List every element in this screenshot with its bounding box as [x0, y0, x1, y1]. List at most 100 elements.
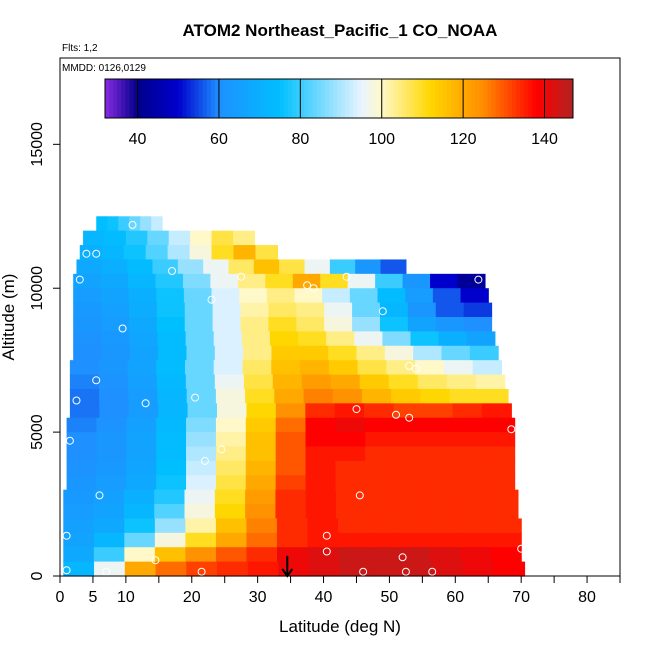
- colorbar-segment: [357, 79, 362, 118]
- flights-label: Flts: 1,2: [62, 43, 98, 54]
- colorbar-segment: [528, 79, 533, 118]
- curtain-cell: [275, 403, 306, 419]
- curtain-cell: [123, 504, 155, 520]
- curtain-cell: [364, 403, 395, 419]
- colorbar-segment: [373, 79, 379, 118]
- curtain-cell: [99, 403, 130, 419]
- curtain-cell: [243, 345, 273, 361]
- curtain-cell: [247, 561, 280, 577]
- curtain-cell: [469, 345, 499, 361]
- colorbar-segment: [194, 79, 200, 118]
- curtain-cell: [154, 504, 186, 520]
- colorbar-segment: [105, 79, 110, 118]
- colorbar-segment: [568, 79, 574, 118]
- curtain-cell: [186, 460, 217, 476]
- sample-point: [118, 324, 127, 333]
- curtain-cell: [424, 432, 456, 448]
- colorbar-segment: [109, 79, 114, 118]
- curtain-cell: [361, 388, 392, 404]
- curtain-cell: [246, 518, 278, 534]
- curtain-cell: [76, 259, 103, 275]
- curtain-cell: [365, 446, 396, 462]
- curtain-cell: [269, 331, 299, 347]
- sample-point: [237, 272, 246, 281]
- sample-point: [342, 272, 351, 281]
- curtain-cell: [96, 216, 108, 232]
- curtain-cell: [66, 446, 98, 462]
- curtain-cell: [300, 360, 330, 376]
- curtain-cell: [157, 388, 188, 404]
- curtain-cell: [449, 388, 480, 404]
- curtain-cell: [233, 245, 257, 261]
- curtain-cell: [124, 561, 157, 577]
- curtain-cell: [441, 345, 471, 361]
- curtain-cell: [272, 374, 303, 390]
- curtain-cell: [211, 288, 240, 304]
- colorbar-segment: [516, 79, 521, 118]
- curtain-cell: [294, 288, 323, 304]
- colorbar-segment: [548, 79, 554, 118]
- curtain-cell: [101, 331, 130, 347]
- x-tick-label: 70: [512, 589, 530, 606]
- colorbar-segment: [389, 79, 395, 118]
- curtain-cell: [217, 403, 248, 419]
- curtain-cell: [129, 216, 141, 232]
- curtain-cell: [332, 388, 363, 404]
- y-tick-label: 15000: [29, 122, 46, 167]
- colorbar-segment: [507, 79, 513, 118]
- curtain-cell: [155, 561, 187, 577]
- curtain-cell: [405, 288, 434, 304]
- curtain-cell: [156, 317, 186, 332]
- curtain-cell: [322, 288, 351, 304]
- curtain-cell: [368, 547, 400, 563]
- colorbar-segment: [524, 79, 529, 118]
- curtain-cell: [324, 317, 353, 332]
- colorbar-segment: [459, 79, 464, 118]
- sample-point: [392, 410, 400, 419]
- curtain-cell: [276, 547, 309, 563]
- curtain-cell: [167, 245, 191, 261]
- curtain-cell: [462, 561, 495, 577]
- curtain-cell: [73, 288, 102, 304]
- curtain-cell: [98, 360, 129, 376]
- curtain-cell: [212, 302, 242, 318]
- curtain-cell: [239, 288, 268, 304]
- curtain-cell: [240, 317, 270, 332]
- curtain-cell: [484, 475, 516, 491]
- curtain-cell: [211, 245, 235, 261]
- colorbar-segment: [161, 79, 167, 118]
- curtain-cell: [245, 475, 277, 491]
- curtain-cell: [186, 561, 218, 577]
- colorbar-segment: [117, 79, 122, 118]
- curtain-cell: [452, 403, 483, 419]
- curtain-cell: [128, 288, 157, 304]
- curtain-cell: [435, 302, 465, 318]
- curtain-cell: [275, 489, 307, 505]
- curtain-cell: [307, 547, 339, 563]
- curtain-cell: [101, 245, 125, 261]
- sample-point: [62, 566, 71, 575]
- curtain-cell: [328, 345, 358, 361]
- curtain-cell: [203, 259, 230, 275]
- curtain-cell: [129, 345, 159, 361]
- colorbar-segment: [414, 79, 419, 118]
- colorbar-segment: [369, 79, 375, 118]
- curtain-cell: [140, 216, 152, 232]
- curtain-cell: [128, 273, 157, 289]
- curtain-cell: [454, 460, 486, 476]
- curtain-cell: [266, 288, 296, 304]
- curtain-cell: [156, 475, 187, 491]
- colorbar-segment: [210, 79, 216, 118]
- curtain-cell: [365, 417, 396, 433]
- colorbar-segment: [430, 79, 436, 118]
- colorbar-segment: [532, 79, 537, 118]
- sample-point: [355, 491, 364, 500]
- curtain-cell: [145, 245, 169, 261]
- sample-point: [401, 567, 410, 576]
- x-tick-label: 5: [88, 589, 97, 606]
- curtain-cell: [481, 403, 512, 419]
- curtain-cell: [407, 302, 437, 318]
- curtain-cell: [429, 547, 461, 563]
- curtain-cell: [185, 374, 216, 390]
- colorbar-segment: [560, 79, 566, 118]
